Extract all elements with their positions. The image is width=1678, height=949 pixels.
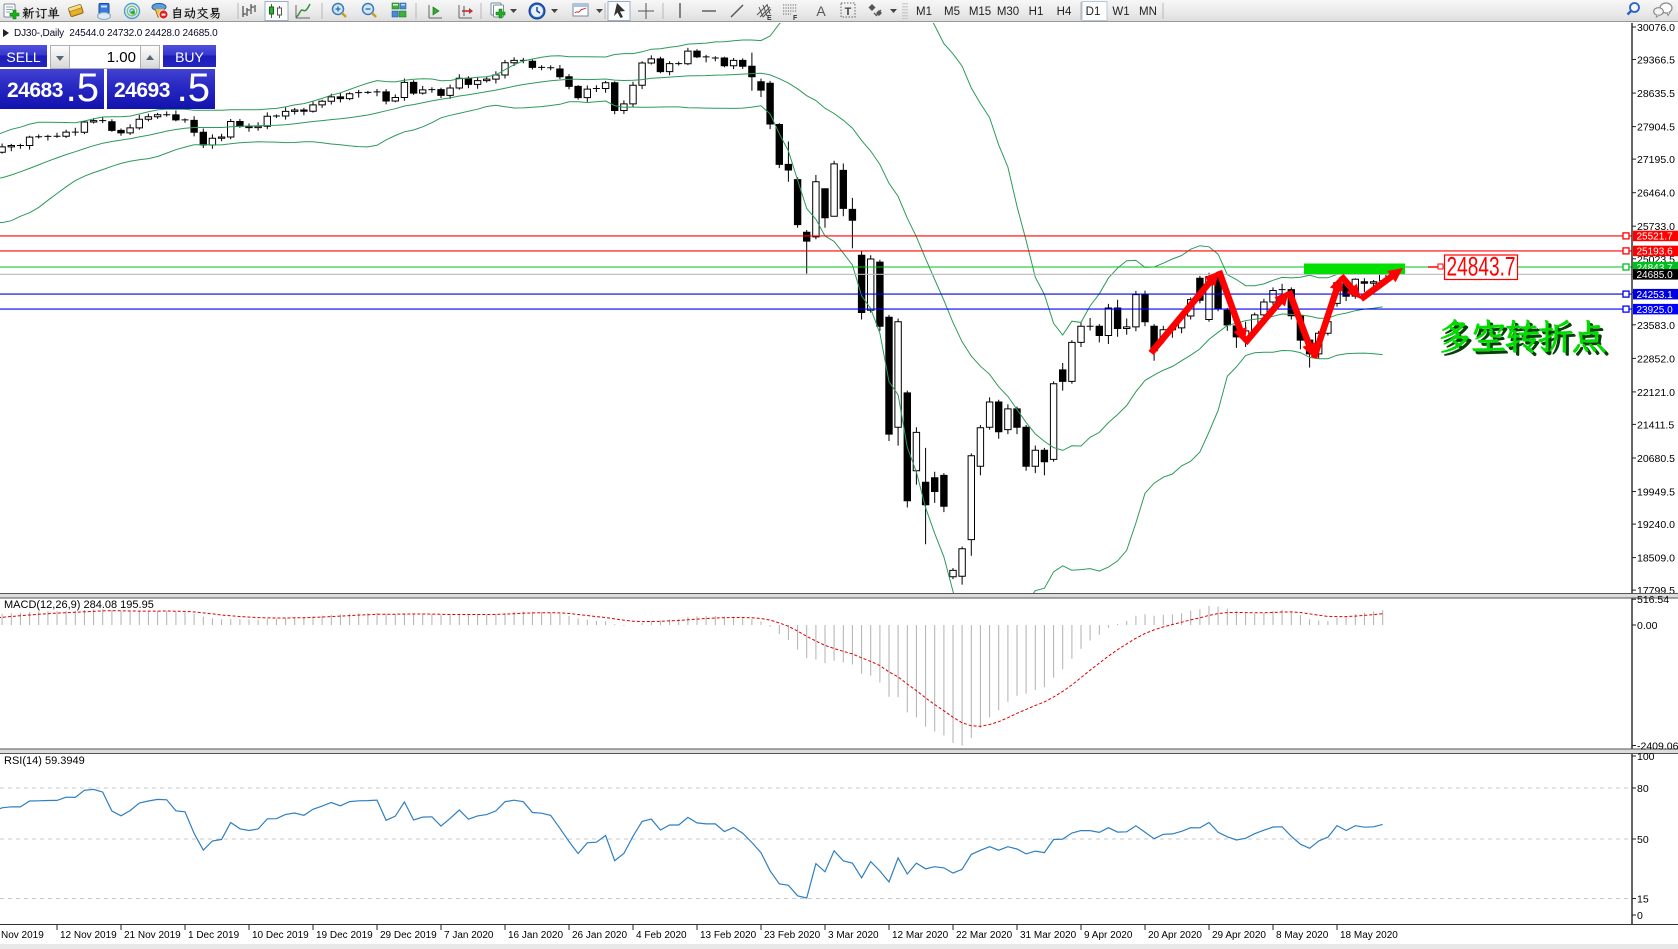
svg-text:29 Dec 2019: 29 Dec 2019: [380, 930, 437, 941]
svg-text:10 Dec 2019: 10 Dec 2019: [252, 930, 309, 941]
svg-text:27195.0: 27195.0: [1637, 154, 1675, 166]
svg-text:-2409.06: -2409.06: [1637, 741, 1678, 753]
svg-text:13 Feb 2020: 13 Feb 2020: [700, 930, 757, 941]
svg-text:21 Nov 2019: 21 Nov 2019: [124, 930, 181, 941]
svg-text:18 May 2020: 18 May 2020: [1340, 930, 1398, 941]
svg-text:100: 100: [1637, 751, 1655, 763]
svg-text:24253.1: 24253.1: [1637, 290, 1674, 301]
svg-text:31 Mar 2020: 31 Mar 2020: [1020, 930, 1077, 941]
svg-text:26464.0: 26464.0: [1637, 188, 1675, 200]
svg-text:MN: MN: [1139, 6, 1157, 18]
svg-text:24685.0: 24685.0: [1637, 270, 1674, 281]
svg-text:30076.0: 30076.0: [1637, 22, 1675, 34]
svg-text:29 Apr 2020: 29 Apr 2020: [1212, 930, 1266, 941]
svg-text:4 Feb 2020: 4 Feb 2020: [636, 930, 687, 941]
svg-text:A: A: [816, 3, 826, 19]
svg-text:24843.7: 24843.7: [1447, 251, 1516, 281]
svg-text:D1: D1: [1086, 6, 1101, 18]
svg-text:9 Apr 2020: 9 Apr 2020: [1084, 930, 1133, 941]
svg-text:50: 50: [1637, 834, 1649, 846]
svg-text:15: 15: [1637, 894, 1649, 906]
svg-text:M5: M5: [944, 6, 960, 18]
svg-text:0.00: 0.00: [1637, 620, 1658, 632]
svg-text:H4: H4: [1057, 6, 1072, 18]
svg-text:M30: M30: [997, 6, 1019, 18]
svg-text:24843.7: 24843.7: [1637, 263, 1674, 274]
svg-text:19 Dec 2019: 19 Dec 2019: [316, 930, 373, 941]
svg-text:20 Apr 2020: 20 Apr 2020: [1148, 930, 1202, 941]
svg-text:M15: M15: [969, 6, 991, 18]
svg-text:25193.6: 25193.6: [1637, 247, 1674, 258]
svg-text:18509.0: 18509.0: [1637, 553, 1675, 565]
svg-text:W1: W1: [1112, 6, 1129, 18]
svg-text:0: 0: [1637, 910, 1643, 922]
svg-text:M1: M1: [916, 6, 932, 18]
svg-text:26 Jan 2020: 26 Jan 2020: [572, 930, 627, 941]
svg-text:23925.0: 23925.0: [1637, 305, 1674, 316]
svg-text:RSI(14) 59.3949: RSI(14) 59.3949: [4, 755, 85, 767]
svg-text:E: E: [767, 15, 772, 22]
svg-text:22852.0: 22852.0: [1637, 353, 1675, 365]
svg-text:1 Dec 2019: 1 Dec 2019: [188, 930, 240, 941]
svg-text:21411.5: 21411.5: [1637, 419, 1674, 431]
svg-text:80: 80: [1637, 783, 1649, 795]
svg-text:25733.0: 25733.0: [1637, 221, 1675, 233]
svg-text:20680.5: 20680.5: [1637, 453, 1675, 465]
svg-text:7 Jan 2020: 7 Jan 2020: [444, 930, 494, 941]
svg-text:28635.5: 28635.5: [1637, 88, 1675, 100]
svg-text:Nov 2019: Nov 2019: [1, 930, 44, 941]
svg-text:19240.0: 19240.0: [1637, 519, 1675, 531]
svg-text:3 Mar 2020: 3 Mar 2020: [828, 930, 879, 941]
svg-text:29366.5: 29366.5: [1637, 55, 1675, 67]
svg-text:22 Mar 2020: 22 Mar 2020: [956, 930, 1013, 941]
svg-text:19949.5: 19949.5: [1637, 487, 1675, 499]
svg-text:23583.0: 23583.0: [1637, 320, 1675, 332]
svg-text:F: F: [793, 15, 798, 22]
svg-text:22121.0: 22121.0: [1637, 387, 1675, 399]
svg-text:T: T: [845, 6, 852, 18]
svg-text:DJ30-,Daily 24544.0 24732.0 2: DJ30-,Daily 24544.0 24732.0 24428.0 2468…: [14, 28, 218, 39]
svg-text:516.54: 516.54: [1637, 594, 1669, 606]
svg-text:MACD(12,26,9) 284.08 195.95: MACD(12,26,9) 284.08 195.95: [4, 599, 154, 611]
svg-text:27904.5: 27904.5: [1637, 122, 1675, 134]
svg-text:25521.7: 25521.7: [1637, 232, 1674, 243]
svg-text:23 Feb 2020: 23 Feb 2020: [764, 930, 821, 941]
svg-text:12 Mar 2020: 12 Mar 2020: [892, 930, 949, 941]
svg-text:8 May 2020: 8 May 2020: [1276, 930, 1329, 941]
svg-text:H1: H1: [1029, 6, 1044, 18]
svg-text:16 Jan 2020: 16 Jan 2020: [508, 930, 563, 941]
svg-text:12 Nov 2019: 12 Nov 2019: [60, 930, 117, 941]
